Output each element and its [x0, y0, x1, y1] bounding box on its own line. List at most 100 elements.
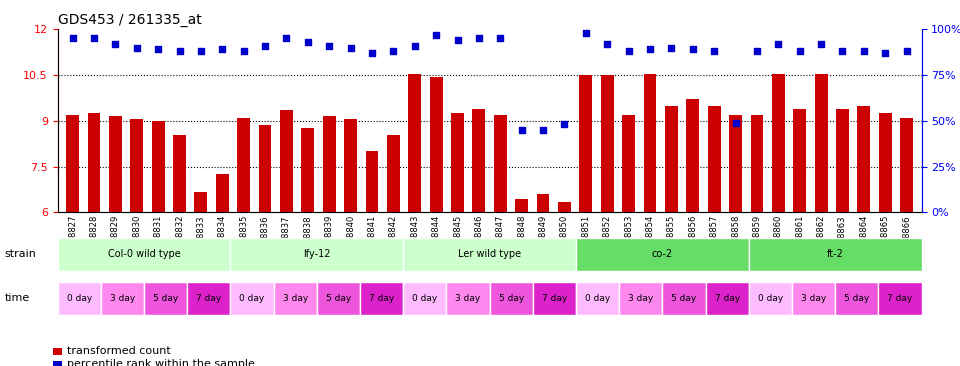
Bar: [708, 105, 721, 366]
Point: [835, 48, 851, 54]
Bar: [622, 115, 635, 366]
Bar: [451, 113, 464, 366]
Bar: [730, 115, 742, 366]
Point: [792, 48, 807, 54]
Text: 7 day: 7 day: [369, 294, 395, 303]
Text: 3 day: 3 day: [801, 294, 827, 303]
Bar: [345, 119, 357, 366]
Text: 3 day: 3 day: [282, 294, 308, 303]
Text: 0 day: 0 day: [412, 294, 438, 303]
Text: lfy-12: lfy-12: [303, 249, 330, 259]
Bar: [195, 193, 207, 366]
Text: 0 day: 0 day: [757, 294, 783, 303]
Text: transformed count: transformed count: [67, 346, 171, 356]
Point: [621, 48, 636, 54]
Point: [86, 36, 102, 41]
Point: [514, 127, 529, 133]
Bar: [580, 75, 592, 366]
Bar: [472, 109, 486, 366]
Text: strain: strain: [5, 249, 36, 259]
Point: [236, 48, 252, 54]
Point: [278, 36, 294, 41]
Point: [707, 48, 722, 54]
Point: [386, 48, 401, 54]
Text: 0 day: 0 day: [66, 294, 92, 303]
Point: [685, 46, 701, 52]
Bar: [815, 74, 828, 366]
Bar: [900, 118, 913, 366]
Point: [193, 48, 208, 54]
Point: [300, 39, 316, 45]
Bar: [323, 116, 336, 366]
Bar: [793, 109, 806, 366]
Text: 3 day: 3 day: [455, 294, 481, 303]
Bar: [601, 75, 613, 366]
Bar: [857, 105, 871, 366]
Bar: [493, 115, 507, 366]
Bar: [258, 125, 272, 366]
Point: [813, 41, 828, 47]
Point: [322, 43, 337, 49]
Bar: [108, 116, 122, 366]
Bar: [280, 110, 293, 366]
Bar: [366, 151, 378, 366]
Bar: [216, 174, 228, 366]
Point: [343, 45, 358, 51]
Text: GDS453 / 261335_at: GDS453 / 261335_at: [58, 13, 202, 27]
Point: [215, 46, 230, 52]
Text: 7 day: 7 day: [541, 294, 567, 303]
Bar: [430, 76, 443, 366]
Bar: [751, 115, 763, 366]
Point: [899, 48, 914, 54]
Bar: [87, 113, 101, 366]
Point: [172, 48, 187, 54]
Bar: [131, 119, 143, 366]
Text: 3 day: 3 day: [628, 294, 654, 303]
Point: [151, 46, 166, 52]
Text: 3 day: 3 day: [109, 294, 135, 303]
Point: [428, 32, 444, 38]
Bar: [408, 74, 421, 366]
Point: [728, 120, 743, 126]
Point: [557, 122, 572, 127]
Text: 7 day: 7 day: [887, 294, 913, 303]
Point: [771, 41, 786, 47]
Point: [450, 37, 466, 43]
Bar: [878, 113, 892, 366]
Point: [257, 43, 273, 49]
Text: 5 day: 5 day: [325, 294, 351, 303]
Text: 0 day: 0 day: [239, 294, 265, 303]
Text: time: time: [5, 293, 30, 303]
Bar: [836, 109, 849, 366]
Text: 5 day: 5 day: [498, 294, 524, 303]
Bar: [237, 118, 250, 366]
Point: [642, 46, 658, 52]
Point: [108, 41, 123, 47]
Bar: [66, 115, 79, 366]
Point: [749, 48, 764, 54]
Point: [877, 50, 893, 56]
Point: [663, 45, 679, 51]
Bar: [772, 74, 784, 366]
Bar: [665, 105, 678, 366]
Bar: [152, 121, 164, 366]
Text: 5 day: 5 day: [844, 294, 870, 303]
Text: 5 day: 5 day: [671, 294, 697, 303]
Text: 5 day: 5 day: [153, 294, 179, 303]
Point: [856, 48, 872, 54]
Point: [364, 50, 379, 56]
Point: [600, 41, 615, 47]
Bar: [387, 134, 399, 366]
Bar: [173, 134, 186, 366]
Point: [578, 30, 593, 36]
Bar: [686, 100, 699, 366]
Point: [471, 36, 487, 41]
Bar: [301, 128, 314, 366]
Point: [65, 36, 81, 41]
Point: [536, 127, 551, 133]
Text: Ler wild type: Ler wild type: [458, 249, 521, 259]
Text: 7 day: 7 day: [714, 294, 740, 303]
Text: co-2: co-2: [652, 249, 673, 259]
Text: Col-0 wild type: Col-0 wild type: [108, 249, 180, 259]
Bar: [558, 202, 571, 366]
